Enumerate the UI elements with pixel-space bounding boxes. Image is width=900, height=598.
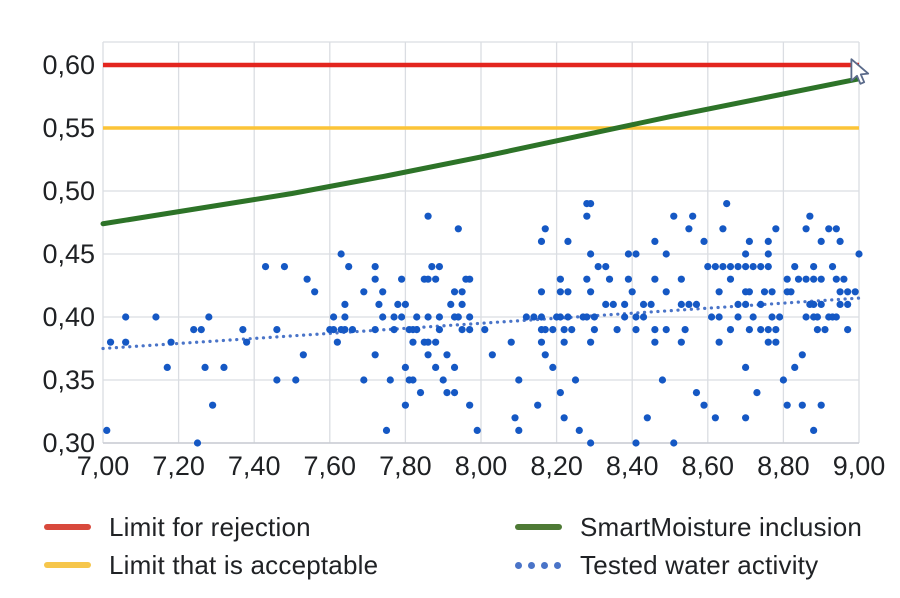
scatter-points	[103, 200, 863, 447]
y-tick-label: 0,50	[42, 176, 95, 206]
legend-item-smartmoisture: SmartMoisture inclusion	[515, 510, 862, 544]
y-tick-label: 0,45	[42, 239, 95, 269]
x-tick-label: 8,60	[682, 451, 735, 481]
x-tick-label: 8,20	[530, 451, 583, 481]
y-tick-label: 0,40	[42, 302, 95, 332]
legend-label: Limit for rejection	[109, 511, 311, 542]
x-axis-tick-labels: 7,00 7,20 7,40 7,60 7,80 8,00 8,20 8,40 8,60 8,80…	[77, 451, 886, 481]
y-tick-label: 0,60	[42, 50, 95, 80]
y-tick-label: 0,55	[42, 113, 95, 143]
legend-label: SmartMoisture inclusion	[580, 511, 863, 542]
x-tick-label: 8,00	[455, 451, 508, 481]
x-tick-label: 8,80	[757, 451, 810, 481]
y-axis-tick-labels: 0,30 0,35 0,40 0,45 0,50 0,55 0,60	[42, 50, 95, 458]
smartmoisture-line	[100, 76, 862, 227]
legend-label: Limit that is acceptable	[109, 549, 379, 580]
x-tick-label: 9,00	[833, 451, 886, 481]
legend-label: Tested water activity	[580, 549, 819, 580]
water-activity-chart: 7,00 7,20 7,40 7,60 7,80 8,00 8,20 8,40 8,60 8,80…	[42, 41, 886, 481]
chart-legend: Limit for rejection Limit that is accept…	[0, 498, 900, 598]
red-line-swatch-icon	[44, 524, 91, 530]
x-tick-label: 7,00	[77, 451, 130, 481]
legend-item-tested-water-activity: Tested water activity	[515, 548, 818, 582]
y-tick-label: 0,30	[42, 428, 95, 458]
legend-item-limit-acceptable: Limit that is acceptable	[44, 548, 378, 582]
x-tick-label: 7,60	[304, 451, 357, 481]
blue-dots-swatch-icon	[515, 561, 562, 569]
mouse-pointer-icon	[850, 58, 870, 85]
x-tick-label: 7,20	[152, 451, 205, 481]
yellow-line-swatch-icon	[44, 562, 91, 568]
green-line-swatch-icon	[515, 524, 562, 530]
x-tick-label: 8,40	[606, 451, 659, 481]
x-tick-label: 7,80	[379, 451, 432, 481]
trend-line	[101, 296, 861, 351]
legend-item-limit-rejection: Limit for rejection	[44, 510, 311, 544]
x-tick-label: 7,40	[228, 451, 281, 481]
y-tick-label: 0,35	[42, 365, 95, 395]
